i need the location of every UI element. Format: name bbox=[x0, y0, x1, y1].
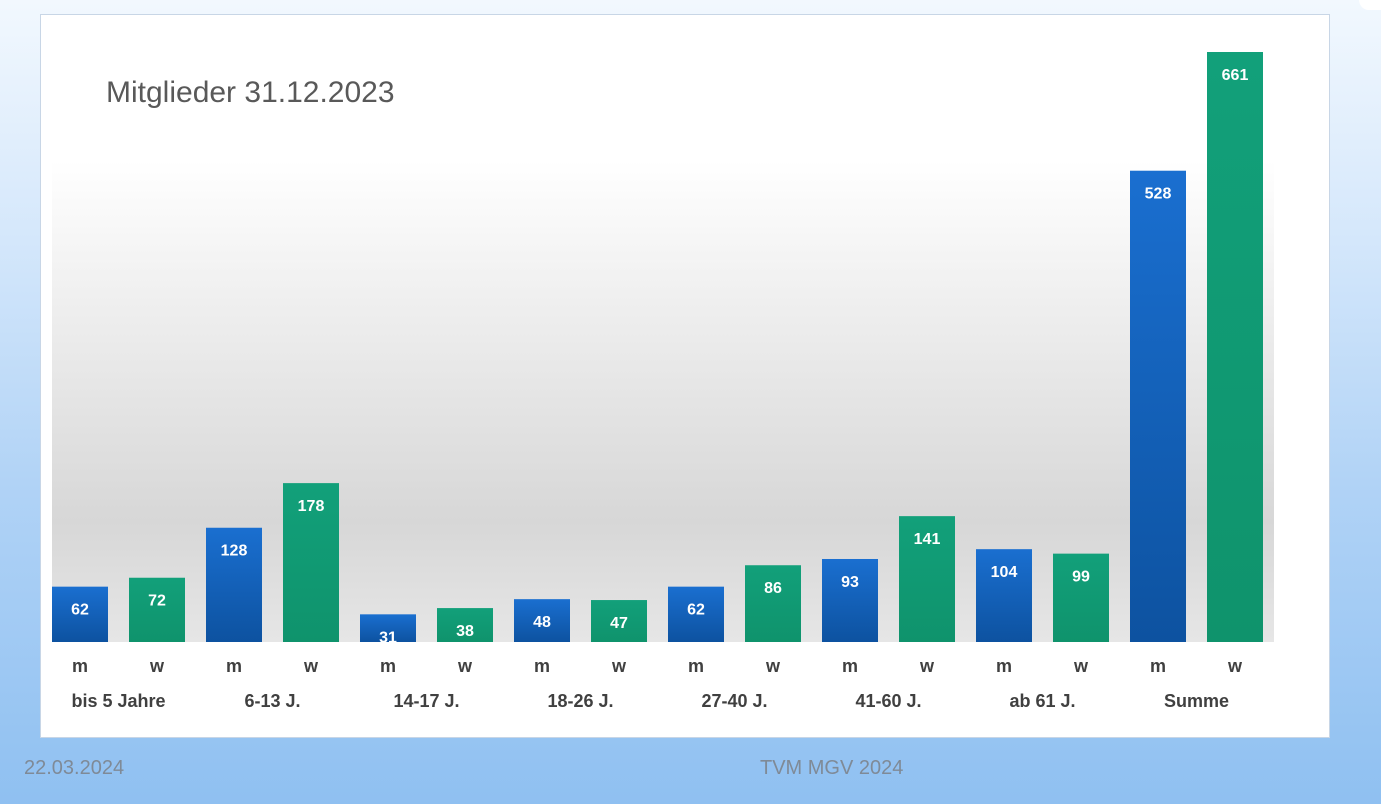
data-label-w-7: 661 bbox=[1222, 67, 1249, 84]
data-label-m-1: 128 bbox=[221, 543, 248, 560]
series-tick-w-6: w bbox=[1073, 656, 1089, 676]
series-tick-m-6: m bbox=[996, 656, 1012, 676]
data-label-w-0: 72 bbox=[148, 593, 166, 610]
data-label-m-4: 62 bbox=[687, 602, 705, 619]
bar-w-4 bbox=[745, 565, 801, 642]
data-label-m-3: 48 bbox=[533, 614, 551, 631]
category-label-7: Summe bbox=[1164, 691, 1229, 711]
footer-date: 22.03.2024 bbox=[24, 757, 125, 779]
bar-w-0 bbox=[129, 577, 185, 642]
corner-decoration bbox=[1359, 0, 1381, 10]
bar-m-4 bbox=[668, 586, 724, 642]
data-label-m-5: 93 bbox=[841, 574, 859, 591]
series-tick-w-7: w bbox=[1227, 656, 1243, 676]
category-label-3: 18-26 J. bbox=[547, 691, 613, 711]
series-tick-m-4: m bbox=[688, 656, 704, 676]
data-label-m-7: 528 bbox=[1145, 186, 1172, 203]
footer-source: TVM MGV 2024 bbox=[760, 757, 904, 779]
bar-w-2 bbox=[437, 608, 493, 642]
bar-m-0 bbox=[52, 586, 108, 642]
data-label-w-6: 99 bbox=[1072, 569, 1090, 586]
series-tick-m-0: m bbox=[72, 656, 88, 676]
bar-w-7 bbox=[1207, 52, 1263, 642]
data-label-w-4: 86 bbox=[764, 580, 782, 597]
data-label-w-1: 178 bbox=[298, 498, 325, 515]
series-tick-m-7: m bbox=[1150, 656, 1166, 676]
series-tick-w-3: w bbox=[611, 656, 627, 676]
category-label-4: 27-40 J. bbox=[701, 691, 767, 711]
series-tick-w-2: w bbox=[457, 656, 473, 676]
bar-m-1 bbox=[206, 527, 262, 642]
series-tick-m-2: m bbox=[380, 656, 396, 676]
category-label-5: 41-60 J. bbox=[855, 691, 921, 711]
series-tick-w-1: w bbox=[303, 656, 319, 676]
bar-m-7 bbox=[1130, 170, 1186, 643]
bar-w-5 bbox=[899, 516, 955, 642]
series-tick-w-4: w bbox=[765, 656, 781, 676]
bar-m-6 bbox=[976, 549, 1032, 642]
data-label-w-2: 38 bbox=[456, 623, 474, 640]
bar-m-2 bbox=[360, 614, 416, 642]
data-label-m-0: 62 bbox=[71, 602, 89, 619]
series-tick-w-5: w bbox=[919, 656, 935, 676]
data-label-m-2: 31 bbox=[379, 629, 397, 646]
series-tick-m-5: m bbox=[842, 656, 858, 676]
series-tick-m-3: m bbox=[534, 656, 550, 676]
series-tick-m-1: m bbox=[226, 656, 242, 676]
category-label-6: ab 61 J. bbox=[1009, 691, 1075, 711]
category-label-0: bis 5 Jahre bbox=[71, 691, 165, 711]
bar-w-6 bbox=[1053, 553, 1109, 642]
chart-title: Mitglieder 31.12.2023 bbox=[106, 76, 395, 109]
data-label-w-3: 47 bbox=[610, 615, 628, 632]
category-label-2: 14-17 J. bbox=[393, 691, 459, 711]
category-label-1: 6-13 J. bbox=[244, 691, 300, 711]
data-label-m-6: 104 bbox=[991, 564, 1018, 581]
bar-w-3 bbox=[591, 600, 647, 642]
data-label-w-5: 141 bbox=[914, 531, 941, 548]
bar-w-1 bbox=[283, 483, 339, 642]
bar-m-3 bbox=[514, 599, 570, 642]
bar-m-5 bbox=[822, 558, 878, 642]
series-tick-w-0: w bbox=[149, 656, 165, 676]
